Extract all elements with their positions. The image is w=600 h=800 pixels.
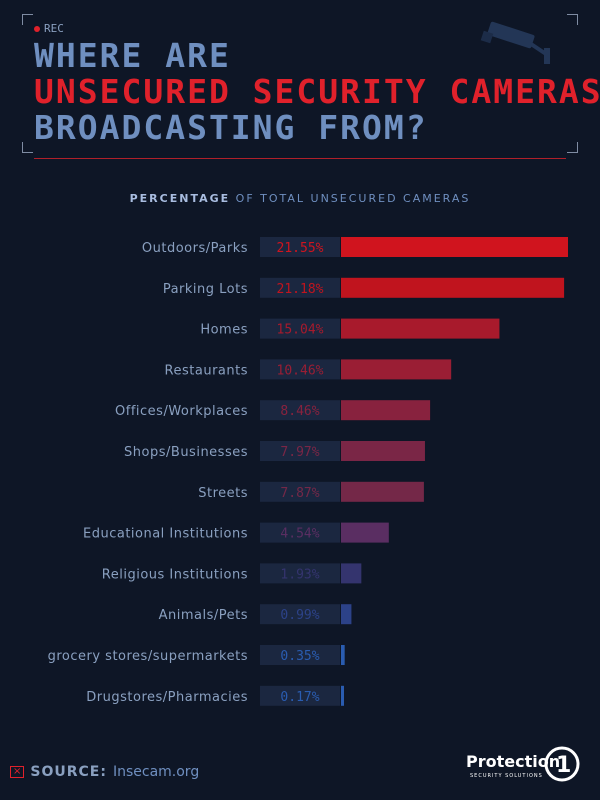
category-label: Shops/Businesses bbox=[124, 445, 248, 460]
value-label-box bbox=[260, 277, 340, 298]
title-line-1: WHERE ARE bbox=[34, 36, 231, 75]
bar-chart: Outdoors/Parks 21.55% Parking Lots 21.18% Ho… bbox=[48, 237, 568, 706]
title-divider bbox=[34, 158, 566, 159]
category-label: Parking Lots bbox=[163, 282, 248, 297]
bar bbox=[341, 685, 344, 706]
title-line-3: BROADCASTING FROM? bbox=[34, 108, 428, 147]
value-label: 21.18% bbox=[277, 282, 324, 297]
frame-corner-bottom-right bbox=[567, 142, 578, 153]
logo-number: 1 bbox=[556, 753, 571, 778]
value-label-box bbox=[260, 522, 340, 543]
value-label-box bbox=[260, 563, 340, 584]
value-label-box bbox=[260, 359, 340, 380]
source-credit: × SOURCE: Insecam.org bbox=[10, 764, 199, 780]
rec-indicator: REC bbox=[34, 22, 64, 35]
logo-subtext: SECURITY SOLUTIONS bbox=[470, 773, 543, 779]
value-label-box bbox=[260, 318, 340, 339]
bar bbox=[341, 277, 565, 298]
category-label: Religious Institutions bbox=[102, 567, 248, 582]
subtitle-rest: OF TOTAL UNSECURED CAMERAS bbox=[235, 192, 471, 205]
page-title: WHERE ARE UNSECURED SECURITY CAMERAS BRO… bbox=[34, 38, 600, 146]
bar bbox=[341, 318, 500, 339]
value-label-box bbox=[260, 237, 340, 257]
title-line-2: UNSECURED SECURITY CAMERAS bbox=[34, 72, 600, 111]
bar bbox=[341, 359, 452, 380]
category-label: Drugstores/Pharmacies bbox=[86, 690, 248, 705]
bar bbox=[341, 522, 389, 543]
value-label-box bbox=[260, 400, 340, 421]
rec-label: REC bbox=[44, 22, 64, 35]
value-label: 8.46% bbox=[280, 404, 319, 419]
frame-corner-top-right bbox=[567, 14, 578, 25]
bar bbox=[341, 441, 425, 461]
category-label: grocery stores/supermarkets bbox=[48, 649, 248, 664]
category-label: Educational Institutions bbox=[83, 527, 248, 542]
value-label-box bbox=[260, 645, 340, 665]
value-label-box bbox=[260, 481, 340, 502]
value-label: 10.46% bbox=[277, 363, 324, 378]
security-camera-icon bbox=[480, 21, 550, 64]
logo-mark-icon: 1 bbox=[544, 746, 580, 782]
source-label: SOURCE: bbox=[30, 764, 107, 780]
category-label: Streets bbox=[198, 486, 248, 501]
source-box-icon: × bbox=[10, 766, 25, 778]
value-label-box bbox=[260, 604, 340, 625]
value-label-box bbox=[260, 441, 340, 461]
value-label: 0.17% bbox=[280, 690, 319, 705]
category-label: Outdoors/Parks bbox=[142, 241, 248, 256]
protection1-logo: 1 Protection SECURITY SOLUTIONS bbox=[466, 744, 586, 788]
value-label: 1.93% bbox=[280, 567, 319, 582]
bar bbox=[341, 645, 345, 665]
subtitle-bold: PERCENTAGE bbox=[129, 192, 231, 205]
value-label-box bbox=[260, 685, 340, 706]
value-label: 4.54% bbox=[280, 527, 319, 542]
category-label: Offices/Workplaces bbox=[115, 404, 248, 419]
chart-subtitle: PERCENTAGE OF TOTAL UNSECURED CAMERAS bbox=[0, 192, 600, 205]
value-label: 0.99% bbox=[280, 608, 319, 623]
value-label: 15.04% bbox=[277, 323, 324, 338]
source-value: Insecam.org bbox=[112, 764, 200, 780]
bar bbox=[341, 400, 431, 421]
value-label: 7.97% bbox=[280, 445, 319, 460]
bar bbox=[341, 481, 424, 502]
frame-corner-top-left bbox=[22, 14, 33, 25]
value-label: 7.87% bbox=[280, 486, 319, 501]
rec-dot-icon bbox=[34, 25, 40, 32]
category-label: Animals/Pets bbox=[159, 608, 248, 623]
value-label: 21.55% bbox=[277, 241, 324, 256]
category-label: Homes bbox=[200, 323, 248, 338]
category-label: Restaurants bbox=[165, 363, 248, 378]
bar bbox=[341, 604, 352, 625]
bar bbox=[341, 563, 362, 584]
value-label: 0.35% bbox=[280, 649, 319, 664]
bar bbox=[341, 237, 568, 257]
frame-corner-bottom-left bbox=[22, 142, 33, 153]
logo-text: Protection bbox=[466, 752, 561, 771]
